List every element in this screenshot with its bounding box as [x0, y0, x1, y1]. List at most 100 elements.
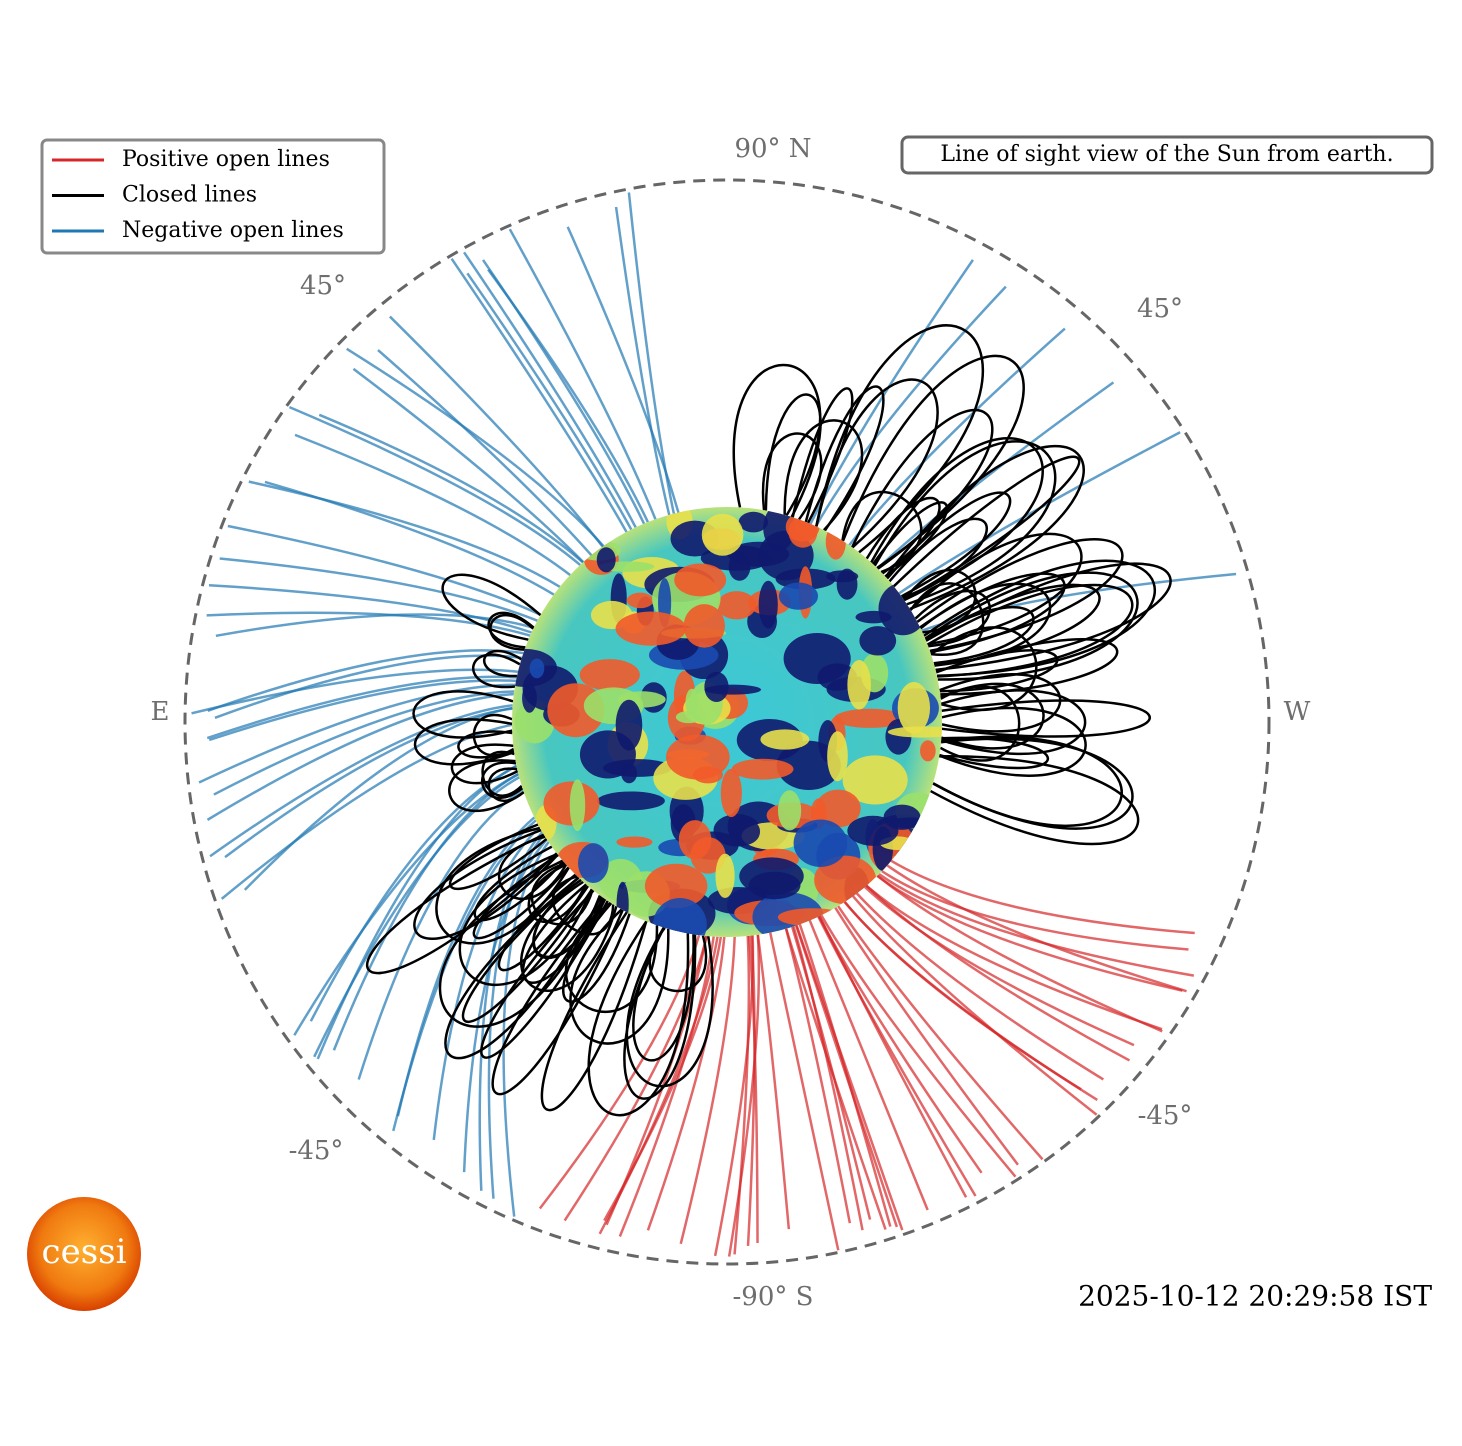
- magnetogram: [512, 507, 942, 937]
- closed-field-line: [412, 690, 514, 739]
- open-field-line: [227, 524, 542, 616]
- open-field-line: [843, 901, 1098, 1102]
- open-field-line: [769, 932, 840, 1251]
- magnetic-region: [777, 790, 802, 831]
- closed-field-line: [870, 437, 1044, 600]
- open-field-line: [208, 679, 517, 742]
- magnetic-region: [685, 688, 699, 716]
- open-field-line: [389, 315, 604, 548]
- open-field-line: [878, 873, 1195, 977]
- closed-field-line: [925, 562, 1172, 672]
- magnetic-region: [701, 513, 744, 556]
- open-field-line: [377, 349, 593, 557]
- open-field-line: [209, 704, 513, 858]
- closed-field-line: [761, 432, 823, 521]
- open-field-line: [820, 914, 1017, 1178]
- open-field-line: [865, 884, 1131, 1062]
- closed-field-line: [457, 730, 515, 759]
- open-field-line: [346, 347, 605, 547]
- magnetic-region: [855, 610, 892, 624]
- timestamp: 2025-10-12 20:29:58 IST: [1078, 1280, 1432, 1313]
- closed-field-line: [632, 926, 695, 1062]
- closed-field-line: [480, 889, 609, 1059]
- axis-label: 90° N: [734, 134, 811, 164]
- axis-label: -90° S: [733, 1282, 814, 1312]
- legend-label: Closed lines: [122, 183, 257, 208]
- closed-field-line: [448, 759, 525, 813]
- magnetic-region: [778, 582, 819, 610]
- open-field-line: [848, 327, 1066, 546]
- open-field-line: [614, 206, 671, 516]
- annotation: Line of sight view of the Sun from earth…: [940, 142, 1393, 167]
- magnetic-region: [731, 758, 794, 780]
- magnetic-region: [897, 682, 931, 734]
- closed-field-line: [914, 589, 992, 648]
- magnetic-region: [825, 524, 846, 560]
- open-field-line: [264, 480, 555, 596]
- open-field-line: [462, 838, 548, 1173]
- closed-field-line: [865, 496, 941, 575]
- open-field-line: [818, 915, 968, 1198]
- axis-label: -45°: [289, 1136, 344, 1166]
- magnetic-region: [579, 659, 640, 691]
- open-field-line: [357, 788, 524, 1080]
- closed-field-line: [441, 573, 542, 641]
- magnetic-region: [615, 611, 687, 646]
- open-field-line: [756, 934, 791, 1230]
- magnetic-region: [859, 626, 897, 656]
- closed-field-line: [562, 902, 631, 1003]
- open-field-line: [248, 480, 561, 588]
- annotation-box: [900, 135, 1434, 175]
- open-field-line: [852, 895, 1098, 1116]
- open-field-line: [627, 192, 676, 514]
- open-field-line: [876, 381, 1115, 570]
- closed-field-line: [625, 926, 714, 1088]
- open-field-line: [502, 841, 550, 1217]
- open-field-line: [855, 892, 1104, 1081]
- open-field-line: [463, 251, 637, 528]
- magnetic-region: [674, 563, 727, 597]
- open-field-line: [352, 367, 585, 563]
- open-field-line: [834, 907, 1019, 1166]
- closed-field-line: [480, 761, 524, 800]
- open-field-line: [224, 707, 513, 859]
- magnetic-region: [815, 789, 861, 828]
- magnetic-region: [847, 815, 899, 846]
- closed-field-line: [366, 833, 558, 975]
- open-field-line: [713, 935, 755, 1257]
- magnetic-region: [683, 604, 725, 648]
- open-field-line: [508, 228, 657, 520]
- open-field-line: [876, 874, 1163, 1033]
- closed-field-line: [888, 517, 988, 602]
- closed-field-line: [487, 767, 525, 802]
- closed-field-line: [458, 852, 593, 987]
- open-field-line: [293, 773, 520, 1036]
- magnetic-region: [793, 819, 848, 867]
- open-field-line: [791, 926, 872, 1220]
- open-field-line: [808, 919, 929, 1211]
- open-field-line: [864, 886, 1135, 1047]
- closed-field-line: [413, 828, 559, 940]
- open-field-line: [219, 557, 538, 622]
- outer-boundary: [183, 178, 1271, 1266]
- open-field-line: [618, 936, 715, 1237]
- closed-field-line: [930, 755, 1140, 846]
- closed-field-line: [569, 908, 670, 1045]
- open-field-line: [450, 257, 628, 533]
- magnetic-region: [569, 779, 586, 832]
- closed-field-line: [873, 440, 1057, 606]
- open-field-line: [332, 772, 519, 1051]
- magnetic-region: [615, 699, 643, 751]
- open-field-line: [198, 683, 516, 784]
- open-field-line: [795, 925, 904, 1231]
- closed-field-line: [461, 876, 594, 1024]
- closed-field-line: [924, 571, 1139, 681]
- axis-label: E: [151, 697, 170, 727]
- open-field-line: [886, 864, 1187, 993]
- open-field-line: [792, 926, 864, 1231]
- open-field-line: [809, 259, 974, 525]
- open-field-line: [865, 884, 1163, 1031]
- open-field-line: [784, 928, 852, 1224]
- field-lines: [191, 192, 1237, 1257]
